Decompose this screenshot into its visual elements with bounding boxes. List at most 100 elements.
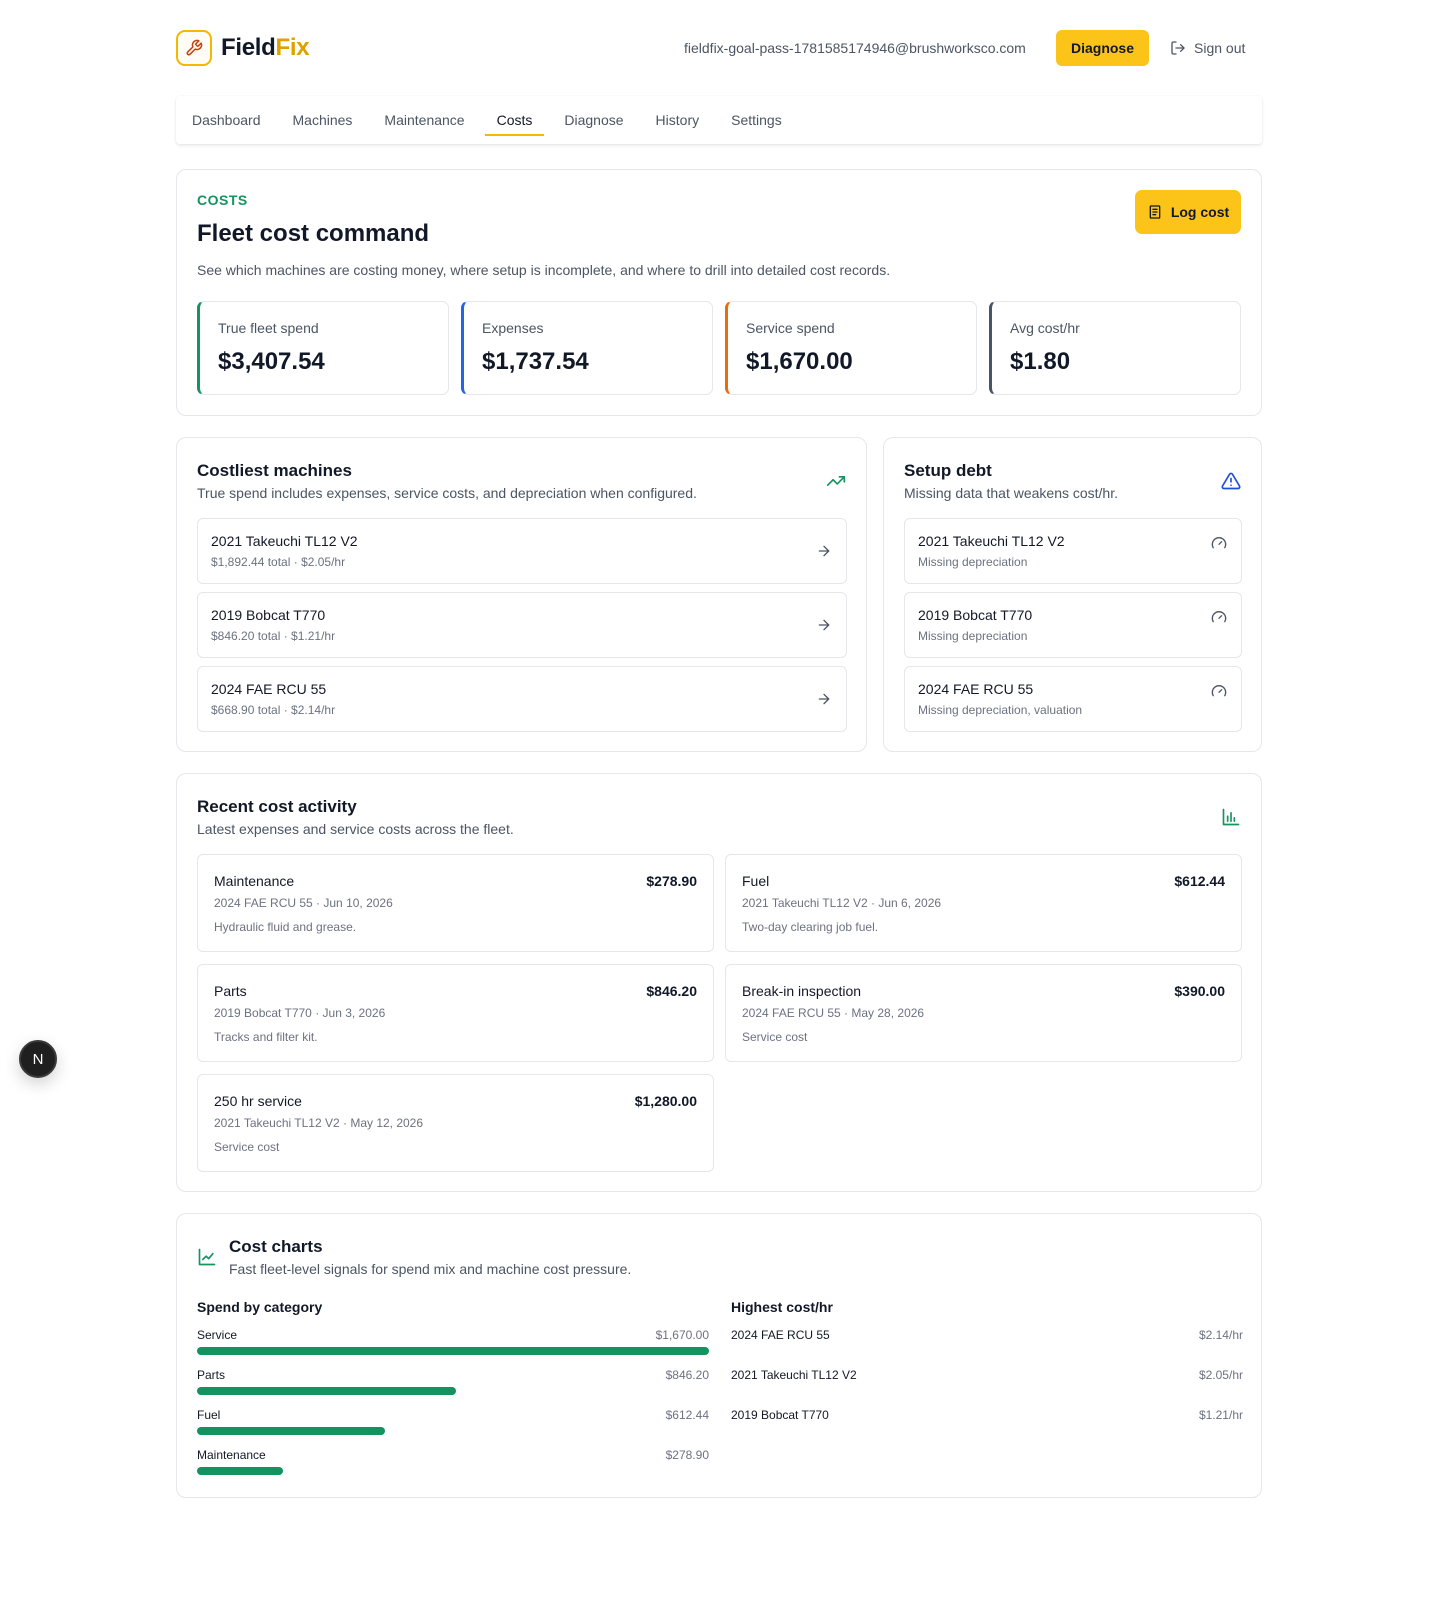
category-label: Service — [197, 1328, 238, 1342]
section-subtitle: Missing data that weakens cost/hr. — [904, 485, 1118, 501]
activity-amount: $846.20 — [646, 983, 697, 999]
overview-card: COSTS Fleet cost command See which machi… — [176, 169, 1262, 416]
stat-value: $1,737.54 — [482, 348, 589, 375]
activity-item[interactable]: Parts $846.20 2019 Bobcat T770 · Jun 3, … — [197, 964, 714, 1062]
activity-note: Two-day clearing job fuel. — [742, 920, 879, 934]
tab-settings[interactable]: Settings — [731, 112, 782, 128]
diagnose-button[interactable]: Diagnose — [1056, 30, 1149, 66]
category-value: $846.20 — [665, 1368, 709, 1382]
activity-item[interactable]: Maintenance $278.90 2024 FAE RCU 55 · Ju… — [197, 854, 714, 952]
activity-meta: 2024 FAE RCU 55 · Jun 10, 2026 — [214, 896, 393, 910]
machine-name: 2021 Takeuchi TL12 V2 — [211, 533, 358, 549]
machine-name: 2019 Bobcat T770 — [731, 1408, 829, 1422]
setup-debt-row[interactable]: 2021 Takeuchi TL12 V2 Missing depreciati… — [904, 518, 1242, 584]
activity-item[interactable]: Break-in inspection $390.00 2024 FAE RCU… — [725, 964, 1242, 1062]
category-bar-row: Service $1,670.00 — [197, 1328, 709, 1355]
activity-meta: 2019 Bobcat T770 · Jun 3, 2026 — [214, 1006, 386, 1020]
arrow-right-icon — [818, 619, 830, 631]
category-bar-row: Fuel $612.44 — [197, 1408, 709, 1435]
category-bar — [197, 1467, 283, 1475]
stat-value: $1,670.00 — [746, 348, 853, 375]
category-bar — [197, 1387, 456, 1395]
gauge-icon — [1211, 685, 1227, 697]
category-value: $278.90 — [665, 1448, 709, 1462]
machine-row[interactable]: 2019 Bobcat T770 $846.20 total · $1.21/h… — [197, 592, 847, 658]
main-nav: Dashboard Machines Maintenance Costs Dia… — [176, 96, 1262, 144]
cost-per-hour-value: $2.05/hr — [1198, 1368, 1243, 1382]
stat-value: $1.80 — [1010, 348, 1071, 375]
machine-row[interactable]: 2024 FAE RCU 55 $668.90 total · $2.14/hr — [197, 666, 847, 732]
machine-row[interactable]: 2021 Takeuchi TL12 V2 $1,892.44 total · … — [197, 518, 847, 584]
activity-note: Hydraulic fluid and grease. — [214, 920, 357, 934]
sign-out-button[interactable]: Sign out — [1170, 40, 1245, 56]
section-title: Setup debt — [904, 461, 992, 480]
bar-chart-icon — [1222, 808, 1240, 826]
section-title: Cost charts — [229, 1237, 323, 1256]
machine-name: 2024 FAE RCU 55 — [731, 1328, 830, 1342]
arrow-right-icon — [818, 545, 830, 557]
category-bar-row: Parts $846.20 — [197, 1368, 709, 1395]
activity-item[interactable]: 250 hr service $1,280.00 2021 Takeuchi T… — [197, 1074, 714, 1172]
stat-label: Expenses — [482, 320, 544, 336]
category-value: $1,670.00 — [655, 1328, 709, 1342]
activity-note: Service cost — [214, 1140, 280, 1154]
wrench-icon — [176, 30, 212, 66]
tab-dashboard[interactable]: Dashboard — [192, 112, 261, 128]
activity-meta: 2021 Takeuchi TL12 V2 · Jun 6, 2026 — [742, 896, 942, 910]
activity-note: Service cost — [742, 1030, 808, 1044]
machine-cost-detail: $1,892.44 total · $2.05/hr — [211, 555, 346, 569]
activity-note: Tracks and filter kit. — [214, 1030, 318, 1044]
logo[interactable]: FieldFix — [176, 30, 310, 66]
category-value: $612.44 — [665, 1408, 709, 1422]
activity-amount: $612.44 — [1174, 873, 1225, 889]
activity-item[interactable]: Fuel $612.44 2021 Takeuchi TL12 V2 · Jun… — [725, 854, 1242, 952]
tab-machines[interactable]: Machines — [292, 112, 353, 128]
stat-label: Avg cost/hr — [1010, 320, 1080, 336]
stat-service-spend: Service spend $1,670.00 — [725, 301, 977, 395]
section-subtitle: Fast fleet-level signals for spend mix a… — [229, 1261, 632, 1277]
tab-diagnose[interactable]: Diagnose — [564, 112, 624, 128]
missing-data-detail: Missing depreciation — [918, 555, 1028, 569]
log-cost-button[interactable]: Log cost — [1135, 190, 1241, 234]
stat-expenses: Expenses $1,737.54 — [461, 301, 713, 395]
missing-data-detail: Missing depreciation — [918, 629, 1028, 643]
machine-name: 2019 Bobcat T770 — [918, 607, 1033, 623]
cost-per-hour-value: $1.21/hr — [1198, 1408, 1243, 1422]
activity-title: Parts — [214, 983, 247, 999]
tab-maintenance[interactable]: Maintenance — [384, 112, 465, 128]
logo-text: FieldFix — [221, 34, 310, 61]
cost-per-hour-row: 2019 Bobcat T770 $1.21/hr — [731, 1408, 1243, 1422]
machine-name: 2021 Takeuchi TL12 V2 — [731, 1368, 857, 1382]
machine-name: 2024 FAE RCU 55 — [918, 681, 1034, 697]
activity-title: Break-in inspection — [742, 983, 862, 999]
category-bar-row: Maintenance $278.90 — [197, 1448, 709, 1475]
tab-costs[interactable]: Costs — [484, 96, 545, 144]
category-bar — [197, 1427, 385, 1435]
stat-avg-cost-hr: Avg cost/hr $1.80 — [989, 301, 1241, 395]
log-cost-label: Log cost — [1170, 204, 1230, 220]
n-avatar-icon[interactable]: N — [19, 1040, 57, 1078]
activity-amount: $1,280.00 — [634, 1093, 697, 1109]
stat-label: True fleet spend — [218, 320, 319, 336]
category-label: Fuel — [197, 1408, 221, 1422]
recent-activity-card: Recent cost activity Latest expenses and… — [176, 773, 1262, 1192]
receipt-icon — [1149, 205, 1161, 219]
setup-debt-row[interactable]: 2019 Bobcat T770 Missing depreciation — [904, 592, 1242, 658]
setup-debt-card: Setup debt Missing data that weakens cos… — [883, 437, 1262, 752]
tab-history[interactable]: History — [655, 112, 700, 128]
activity-meta: 2024 FAE RCU 55 · May 28, 2026 — [742, 1006, 925, 1020]
machine-name: 2024 FAE RCU 55 — [211, 681, 327, 697]
setup-debt-row[interactable]: 2024 FAE RCU 55 Missing depreciation, va… — [904, 666, 1242, 732]
highest-cost-hr-title: Highest cost/hr — [731, 1299, 833, 1315]
gauge-icon — [1211, 611, 1227, 623]
category-label: Maintenance — [197, 1448, 266, 1462]
cost-per-hour-row: 2024 FAE RCU 55 $2.14/hr — [731, 1328, 1243, 1342]
activity-title: Maintenance — [214, 873, 295, 889]
trending-up-icon — [826, 476, 846, 486]
section-subtitle: True spend includes expenses, service co… — [197, 485, 697, 501]
activity-meta: 2021 Takeuchi TL12 V2 · May 12, 2026 — [214, 1116, 424, 1130]
missing-data-detail: Missing depreciation, valuation — [918, 703, 1083, 717]
alert-triangle-icon — [1221, 472, 1241, 490]
stat-label: Service spend — [746, 320, 835, 336]
sign-out-label: Sign out — [1194, 40, 1246, 56]
